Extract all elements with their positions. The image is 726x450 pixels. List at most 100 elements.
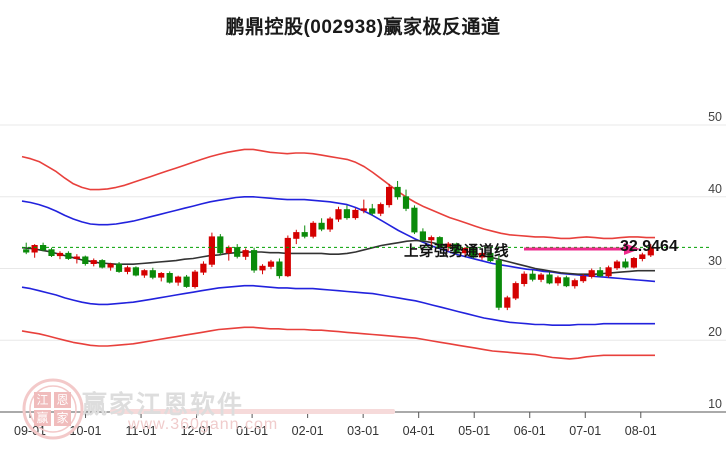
annotation-text: 上穿强势通道线: [404, 244, 509, 260]
page-title: 鹏鼎控股(002938)赢家极反通道: [225, 17, 501, 38]
candlestick: [158, 273, 165, 278]
candlestick: [352, 209, 359, 219]
x-axis-tick-label: 12-01: [180, 424, 213, 438]
svg-text:江: 江: [36, 393, 48, 407]
candlestick: [588, 270, 595, 277]
candlestick: [293, 232, 300, 239]
svg-text:赢: 赢: [36, 410, 48, 425]
candlestick: [276, 261, 283, 277]
x-axis-tick-label: 04-01: [402, 424, 435, 438]
watermark-seal-icon: 江 恩 赢 家: [22, 378, 84, 440]
candlestick: [377, 204, 384, 214]
current-price-label: 32.9464: [620, 238, 678, 255]
candlestick: [225, 247, 232, 254]
candlestick: [200, 263, 207, 273]
series-line: [21, 326, 655, 360]
watermark-brand: 赢家江恩软件: [82, 391, 245, 419]
candlestick: [217, 236, 224, 254]
candlestick: [428, 237, 435, 241]
candlestick: [267, 261, 275, 267]
candlestick: [141, 270, 148, 276]
candlestick: [647, 246, 654, 256]
candlestick: [580, 275, 587, 282]
x-axis-tick-label: 07-01: [569, 424, 602, 438]
candlestick: [242, 250, 249, 257]
candlestick: [208, 236, 216, 265]
candlestick: [107, 263, 114, 268]
candlestick: [571, 280, 578, 287]
candlestick: [166, 273, 173, 283]
y-axis-tick-label: 10: [708, 397, 722, 411]
svg-text:家: 家: [56, 410, 68, 425]
candlestick: [23, 249, 30, 253]
gridlines: [0, 124, 726, 341]
candlestick: [301, 232, 308, 237]
candlestick: [605, 267, 612, 277]
candlestick: [335, 209, 342, 220]
candlestick: [65, 252, 72, 259]
candlestick: [191, 271, 199, 288]
candlestick: [563, 277, 570, 287]
x-axis-tick-label: 08-01: [624, 424, 657, 438]
svg-text:恩: 恩: [56, 393, 68, 407]
candlestick: [318, 222, 325, 230]
candlestick: [183, 276, 190, 287]
candlestick: [554, 277, 561, 284]
candlesticks: [23, 180, 654, 311]
candlestick: [149, 270, 156, 278]
candlestick: [90, 260, 97, 265]
candlestick: [360, 208, 367, 211]
candlestick: [48, 249, 55, 257]
candlestick: [259, 265, 266, 271]
y-axis-tick-label: 30: [708, 253, 722, 268]
y-axis-tick-label: 50: [708, 110, 722, 124]
candlestick: [622, 261, 629, 268]
candlestick: [115, 263, 123, 272]
candlestick: [402, 196, 410, 209]
candlestick: [31, 245, 38, 253]
x-axis-tick-label: 10-01: [69, 424, 102, 438]
candlestick: [478, 252, 486, 258]
candlestick: [470, 247, 477, 258]
x-axis-tick-label: 11-01: [125, 424, 157, 438]
candlestick: [546, 274, 553, 284]
candlestick: [284, 237, 291, 277]
candlestick: [521, 273, 528, 285]
center-line: [21, 239, 655, 276]
series-line: [21, 148, 655, 240]
y-axis-tick-label: 40: [708, 181, 722, 196]
candlestick: [369, 208, 376, 214]
candlestick: [529, 273, 536, 280]
candlestick: [251, 250, 258, 271]
x-axis-tick-label: 06-01: [513, 424, 546, 438]
candlestick: [343, 209, 350, 219]
series-line: [21, 284, 655, 327]
candlestick: [326, 218, 334, 230]
candlestick: [419, 231, 426, 241]
candlestick: [394, 186, 401, 198]
candlestick: [495, 260, 502, 308]
x-axis-tick-label: 03-01: [347, 424, 380, 438]
candlestick: [99, 260, 106, 268]
candlestick: [386, 186, 393, 206]
candlestick: [512, 283, 519, 299]
candlestick: [124, 267, 131, 272]
series-line: [21, 196, 656, 283]
candlestick: [597, 270, 604, 277]
candlestick: [453, 243, 460, 254]
candlestick: [487, 252, 494, 262]
candlestick: [132, 267, 140, 276]
candlestick: [310, 222, 317, 237]
candlestick: [234, 247, 241, 257]
candlestick: [175, 276, 182, 283]
candlestick: [411, 207, 418, 233]
x-axis-tick-label: 01-01: [236, 424, 269, 438]
x-axis-tick-label: 05-01: [458, 424, 491, 438]
candlestick: [462, 247, 469, 254]
candlestick: [613, 261, 621, 269]
watermark-bar: [110, 409, 395, 414]
watermark-url: www.360gann.com: [128, 416, 279, 433]
series-line: [21, 239, 655, 276]
candlestick: [504, 297, 511, 308]
